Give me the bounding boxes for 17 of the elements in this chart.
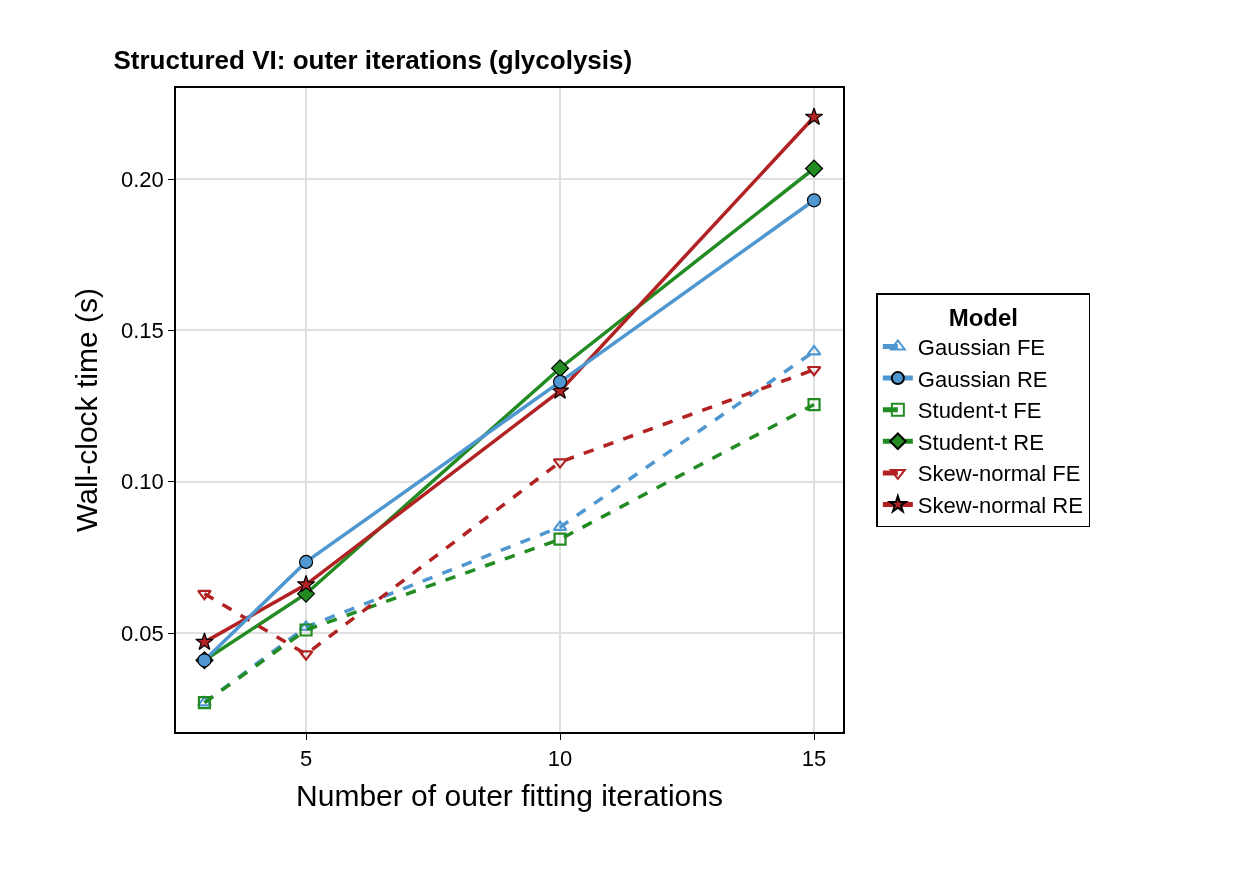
y-tick-label: 0.05 xyxy=(121,620,164,646)
legend-label: Gaussian RE xyxy=(917,366,1048,392)
y-tick-label: 0.10 xyxy=(121,469,164,495)
legend-label: Skew-normal RE xyxy=(917,493,1083,519)
y-tick-label: 0.20 xyxy=(121,166,164,192)
legend-title: Model xyxy=(948,303,1019,331)
chart-title: Structured VI: outer iterations (glycolysis) xyxy=(113,45,633,76)
x-tick-label: 15 xyxy=(801,746,827,772)
y-axis-title: Wall-clock time (s) xyxy=(69,288,103,532)
legend-label: Gaussian FE xyxy=(917,335,1046,361)
y-tick-label: 0.15 xyxy=(121,318,164,344)
legend-label: Skew-normal FE xyxy=(917,461,1081,487)
x-axis-title: Number of outer fitting iterations xyxy=(296,779,723,813)
x-tick-label: 5 xyxy=(299,746,313,772)
legend-label: Student-t FE xyxy=(917,398,1042,424)
legend-label: Student-t RE xyxy=(917,429,1044,455)
x-tick-label: 10 xyxy=(547,746,573,772)
